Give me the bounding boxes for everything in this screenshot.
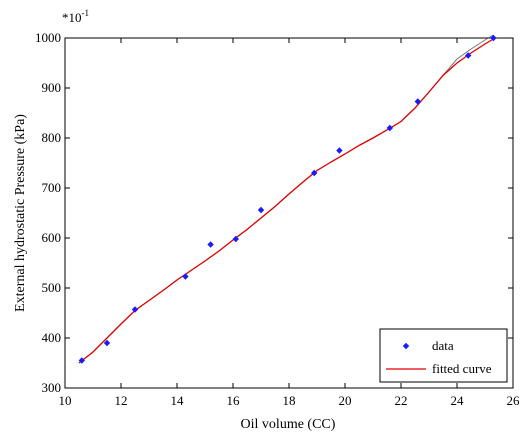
y-tick-label: 300 xyxy=(42,380,62,395)
x-tick-label: 16 xyxy=(227,393,241,408)
data-point xyxy=(78,357,85,364)
fitted-curve-line xyxy=(78,38,494,364)
y-tick-label: 1000 xyxy=(35,30,61,45)
legend-data-marker xyxy=(402,342,410,350)
data-point xyxy=(207,241,214,248)
data-point xyxy=(311,169,318,177)
y-multiplier-exponent: -1 xyxy=(82,8,90,18)
data-point xyxy=(414,98,421,105)
x-tick-label: 12 xyxy=(115,393,128,408)
ticks-layer: 10 12 14 16 18 20 22 24 26 300 400 500 600 700 800 900 1… xyxy=(35,30,520,408)
y-axis-multiplier: *10-1 xyxy=(62,8,89,25)
y-tick-label: 700 xyxy=(42,180,62,195)
x-tick-label: 20 xyxy=(339,393,352,408)
y-tick-label: 400 xyxy=(42,330,62,345)
data-point xyxy=(490,34,497,42)
x-axis-label: Oil volume (CC) xyxy=(241,417,336,432)
data-point xyxy=(131,306,139,313)
data-point xyxy=(232,235,239,243)
y-axis-label: External hydrostatic Pressure (kPa) xyxy=(13,114,28,312)
data-point xyxy=(336,147,343,154)
data-point xyxy=(386,124,393,132)
legend-label-data: data xyxy=(432,338,454,353)
legend-box xyxy=(379,328,508,383)
x-tick-label: 18 xyxy=(283,393,296,408)
x-tick-label: 10 xyxy=(59,393,72,408)
x-tick-label: 22 xyxy=(395,393,408,408)
y-tick-label: 800 xyxy=(42,130,62,145)
y-tick-label: 500 xyxy=(42,280,62,295)
y-tick-label: 900 xyxy=(42,80,62,95)
y-tick-label: 600 xyxy=(42,230,62,245)
x-tick-label: 24 xyxy=(451,393,465,408)
data-point xyxy=(257,206,265,214)
data-point xyxy=(103,339,111,347)
y-multiplier-base: *10 xyxy=(62,10,82,25)
data-point xyxy=(182,273,189,280)
x-tick-label: 26 xyxy=(507,393,521,408)
legend: data fitted curve xyxy=(379,328,508,383)
x-tick-label: 14 xyxy=(171,393,185,408)
legend-data-point xyxy=(402,342,410,350)
series-layer xyxy=(78,34,497,364)
legend-label-fitted-curve: fitted curve xyxy=(432,361,492,376)
data-point xyxy=(465,52,472,59)
